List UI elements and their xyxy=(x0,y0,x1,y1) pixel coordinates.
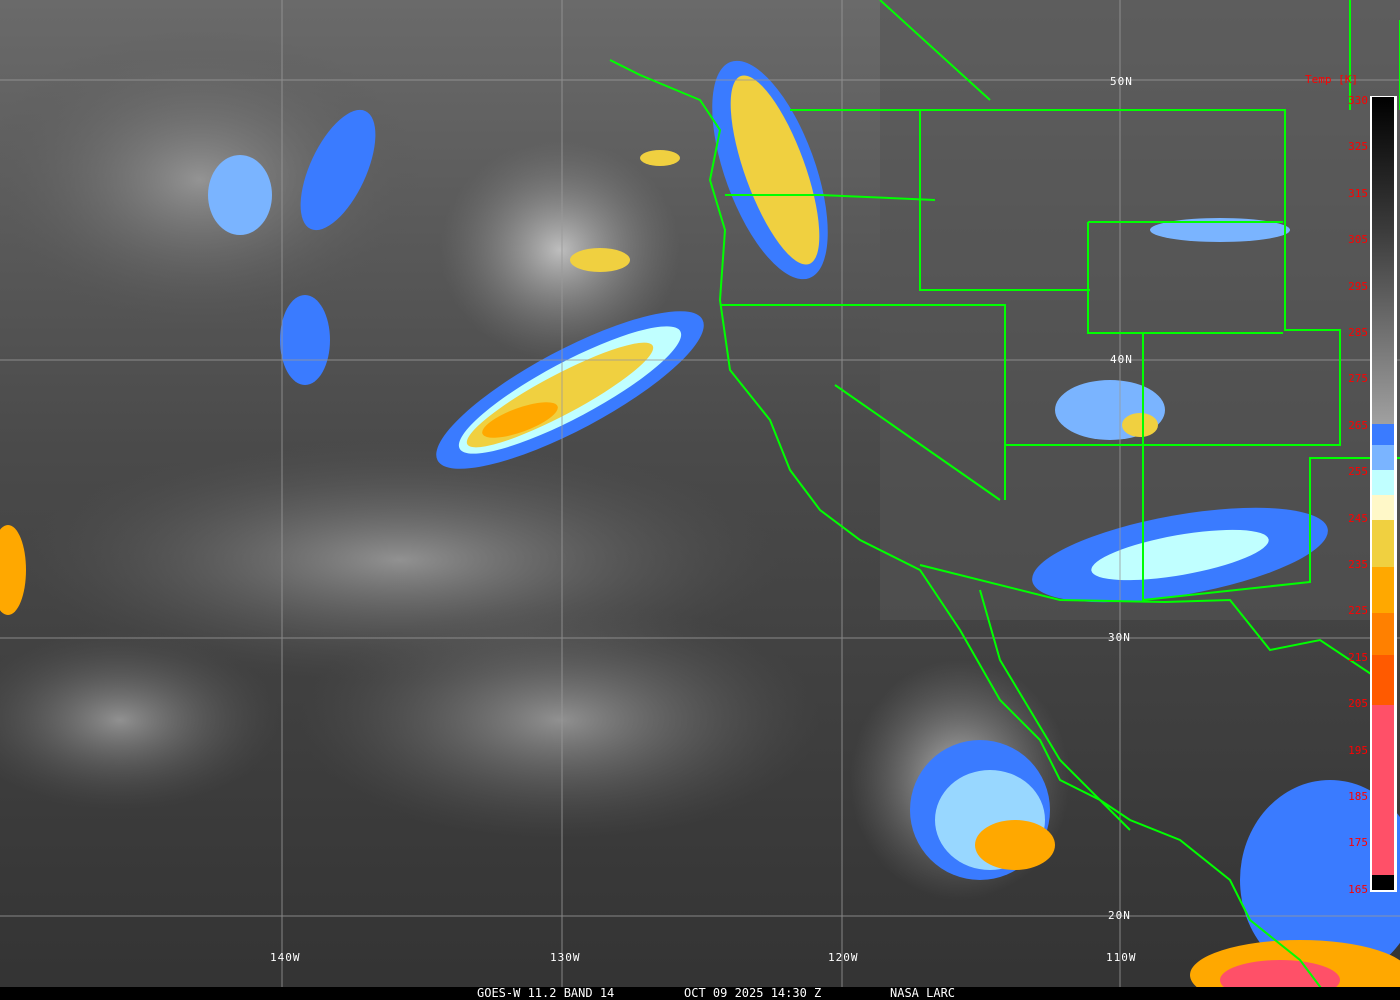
colorbar-segment xyxy=(1372,567,1394,613)
colorbar-tick-label: 175 xyxy=(1348,836,1368,850)
lat-label-20n: 20N xyxy=(1108,909,1131,922)
colorbar-tick-label: 255 xyxy=(1348,465,1368,479)
colorbar-segment xyxy=(1372,655,1394,705)
colorbar-segment xyxy=(1372,875,1394,890)
colorbar-tick-label: 295 xyxy=(1348,279,1368,293)
colorbar-tick-label: 325 xyxy=(1348,140,1368,154)
image-caption: GOES-W 11.2 BAND 14 OCT 09 2025 14:30 Z … xyxy=(0,987,1400,1000)
lat-label-40n: 40N xyxy=(1110,353,1133,366)
colorbar-tick-label: 165 xyxy=(1348,882,1368,896)
colorbar-segment xyxy=(1372,470,1394,495)
colorbar-tick-label: 305 xyxy=(1348,233,1368,247)
colorbar-segment xyxy=(1372,520,1394,567)
colorbar-segment xyxy=(1372,613,1394,655)
lon-label-110w: 110W xyxy=(1106,951,1137,964)
lon-label-130w: 130W xyxy=(550,951,581,964)
colorbar-tick-label: 315 xyxy=(1348,186,1368,200)
colorbar-tick-label: 195 xyxy=(1348,743,1368,757)
lat-label-30n: 30N xyxy=(1108,631,1131,644)
caption-source: NASA LARC xyxy=(890,986,956,1000)
colorbar-tick-label: 265 xyxy=(1348,418,1368,432)
colorbar-tick-label: 205 xyxy=(1348,697,1368,711)
colorbar-tick-label: 330 xyxy=(1348,94,1368,107)
colorbar-tick-label: 245 xyxy=(1348,511,1368,525)
colorbar-tick-label: 225 xyxy=(1348,604,1368,618)
colorbar-segment xyxy=(1372,445,1394,470)
political-borders xyxy=(609,0,1400,1000)
colorbar-tick-label: 185 xyxy=(1348,790,1368,803)
colorbar-segment xyxy=(1372,97,1394,424)
caption-datetime: OCT 09 2025 14:30 Z xyxy=(684,986,822,1000)
lat-label-50n: 50N xyxy=(1110,75,1133,88)
colorbar-segment xyxy=(1372,705,1394,875)
lon-label-140w: 140W xyxy=(270,951,301,964)
colorbar-tick-label: 275 xyxy=(1348,372,1368,386)
colorbar-tick-label: 285 xyxy=(1348,326,1368,339)
colorbar-title: Temp [K] xyxy=(1305,73,1358,86)
colorbar-segment xyxy=(1372,495,1394,520)
colorbar-segment xyxy=(1372,424,1394,445)
lon-label-120w: 120W xyxy=(828,951,859,964)
colorbar-tick-label: 215 xyxy=(1348,650,1368,664)
caption-satellite: GOES-W 11.2 BAND 14 xyxy=(477,986,615,1000)
colorbar-tick-label: 235 xyxy=(1348,558,1368,571)
